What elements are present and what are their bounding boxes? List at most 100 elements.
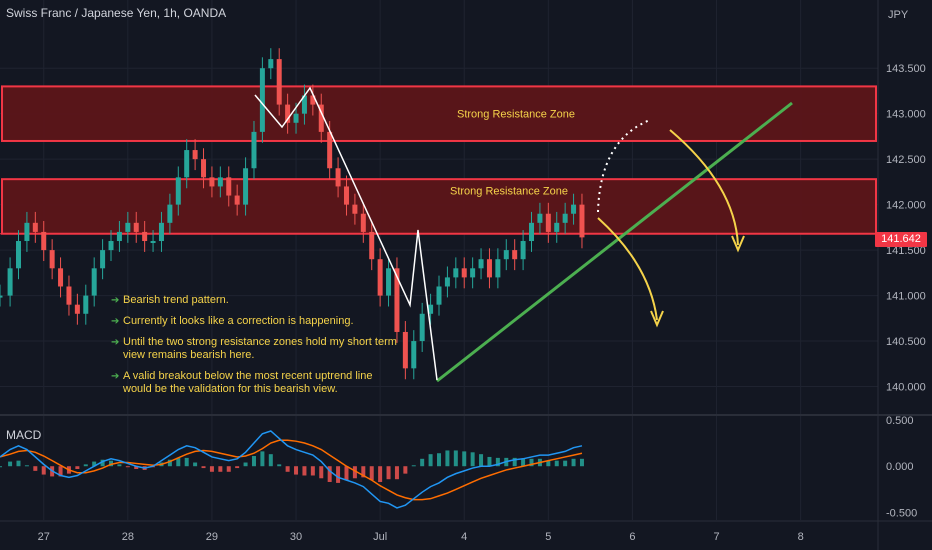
candle-body [116,231,122,242]
candle-body [58,268,64,287]
macd-histogram-bar [251,456,256,467]
macd-line [0,430,583,509]
macd-histogram-bar [386,466,391,480]
candle-body [512,250,518,260]
price-tick-label: 140.500 [886,336,926,348]
macd-histogram-bar [83,464,88,467]
chart-title[interactable]: Swiss Franc / Japanese Yen, 1h, OANDA [6,6,227,20]
candle-body [343,186,349,205]
candle-body [360,213,366,232]
candle-body [32,222,38,232]
candle-body [318,104,324,132]
resistance-zone [1,178,877,235]
macd-histogram-bar [125,466,130,468]
candle-body [226,177,232,196]
macd-histogram-bar [260,451,265,467]
macd-signal-line [0,439,583,501]
note-item: ➔ Bearish trend pattern. [111,294,229,306]
macd-histogram-bar [487,456,492,467]
macd-histogram-bar [310,466,315,476]
candle-body [192,150,198,160]
candle-body [234,195,240,205]
candle-body [562,213,568,223]
macd-title[interactable]: MACD [6,428,42,442]
macd-histogram-bar [92,461,97,467]
candle-body [310,95,316,105]
candle-body [66,286,72,305]
macd-histogram-bar [479,454,484,467]
time-tick-label: 6 [629,531,635,543]
annotation-drawings [254,86,793,383]
candle-body [41,231,47,251]
macd-histogram-bar [571,458,576,467]
price-tick-label: 143.000 [886,109,926,121]
macd-histogram-bar [117,464,122,467]
note-item: ➔ A valid breakout below the most recent … [111,370,373,395]
price-tick-label: 143.500 [886,63,926,75]
candle-body [100,250,106,269]
macd-tick-label: 0.000 [886,461,914,473]
candle-body [428,304,434,314]
macd-histogram-bar [184,457,189,467]
macd-histogram-bar [176,457,181,467]
macd-histogram-bar [521,458,526,467]
candle-body [293,113,299,123]
price-tick-label: 141.500 [886,245,926,257]
macd-histogram-bar [437,453,441,467]
candle-body [74,304,80,314]
macd-histogram-bar [327,466,332,482]
time-tick-label: 28 [122,531,134,543]
projection-dotted [597,119,651,213]
macd-histogram-bar [16,460,21,467]
candle-body [495,259,501,278]
candle-body [461,268,467,278]
candle-body [217,177,223,187]
macd-histogram-bar [411,465,416,467]
candle-body [335,168,341,187]
price-tick-label: 142.500 [886,154,926,166]
arrow-right-icon: ➔ [111,316,120,327]
uptrend-line [436,101,793,383]
wave-path [254,86,438,381]
macd-histogram-bar [268,454,273,467]
macd-histogram-bar [394,466,399,480]
candle-body [386,268,392,296]
candle-body [201,159,207,178]
macd-histogram-bar [420,458,425,467]
candle-body [537,213,543,223]
macd-tick-label: -0.500 [886,508,917,520]
candle-body [579,204,585,238]
macd-histogram-bar [209,466,214,472]
candle-body [402,331,408,369]
macd-histogram-bar [277,464,282,467]
candle-body [175,177,181,205]
candle-body [352,204,358,214]
arrow-head-icon [650,310,664,328]
candle-body [243,168,249,205]
macd-histogram-bar [336,466,341,483]
candle-body [125,222,131,232]
candle-body [167,204,173,223]
macd-histogram-bar [24,465,29,467]
candle-body [327,131,333,169]
time-tick-label: 5 [545,531,551,543]
candle-body [503,250,509,260]
time-tick-label: 8 [798,531,804,543]
macd-pane [0,430,584,509]
macd-histogram-bar [285,466,290,472]
macd-histogram-bar [41,466,46,475]
time-tick-label: 30 [290,531,302,543]
candle-body [394,268,400,332]
price-tick-label: 142.000 [886,200,926,212]
candle-body [133,222,139,232]
arrow-head-icon [731,235,745,253]
zone-label: Strong Resistance Zone [450,185,568,197]
analysis-notes: ➔ Bearish trend pattern. ➔ Currently it lo… [111,294,401,404]
candle-body [150,241,156,244]
macd-histogram-bar [563,460,568,467]
time-tick-label: 7 [713,531,719,543]
candle-body [478,259,484,269]
macd-histogram-bar [109,460,114,467]
